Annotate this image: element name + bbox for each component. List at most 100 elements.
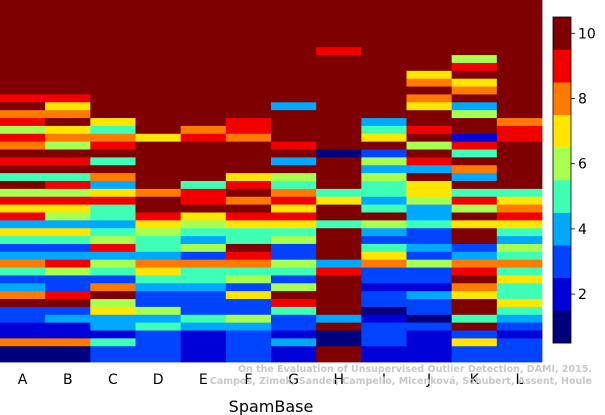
heat-cell	[90, 283, 136, 292]
heat-cell	[451, 62, 498, 72]
heat-cell	[180, 243, 227, 253]
heat-cell	[135, 196, 182, 206]
heat-cell	[406, 188, 453, 198]
heat-cell	[496, 125, 543, 135]
heat-cell	[180, 7, 227, 17]
heat-cell	[451, 118, 498, 127]
heat-cell	[45, 157, 91, 166]
heat-cell	[0, 220, 46, 229]
heat-cell	[496, 118, 543, 127]
heat-cell	[361, 299, 407, 308]
heat-cell	[406, 346, 453, 355]
column-K	[451, 0, 498, 363]
heat-cell	[0, 228, 46, 237]
heat-cell	[361, 267, 407, 276]
heat-cell	[496, 275, 543, 284]
heat-cell	[0, 70, 46, 80]
heat-cell	[90, 346, 136, 355]
heat-cell	[135, 251, 182, 261]
heat-cell	[90, 149, 136, 158]
heat-cell	[225, 118, 272, 127]
heat-cell	[316, 267, 362, 276]
heat-cell	[135, 322, 182, 331]
heat-cell	[90, 173, 136, 182]
heat-cell	[180, 78, 227, 87]
heat-cell	[0, 338, 46, 347]
heat-cell	[135, 70, 182, 80]
heat-cell	[90, 102, 136, 111]
heat-cell	[271, 275, 317, 284]
heat-cell	[180, 259, 227, 268]
heat-cell	[406, 173, 453, 182]
heat-cell	[406, 62, 453, 72]
heat-cell	[316, 47, 362, 56]
heat-cell	[135, 228, 182, 237]
heat-cell	[496, 7, 543, 17]
heat-cell	[316, 275, 362, 284]
heat-cell	[45, 204, 91, 213]
heat-cell	[271, 70, 317, 80]
heat-cell	[361, 283, 407, 292]
heat-cell	[180, 94, 227, 103]
heat-cell	[90, 133, 136, 143]
column-B	[45, 0, 91, 363]
heat-cell	[451, 291, 498, 300]
heat-cell	[451, 23, 498, 32]
heat-cell	[271, 259, 317, 268]
heat-cell	[316, 283, 362, 292]
heat-cell	[496, 322, 543, 331]
heat-cell	[0, 23, 46, 32]
heat-cell	[90, 118, 136, 127]
heat-cell	[225, 228, 272, 237]
heat-cell	[90, 15, 136, 25]
heat-cell	[361, 322, 407, 331]
heat-cell	[361, 314, 407, 324]
heat-cell	[451, 181, 498, 190]
heat-cell	[90, 31, 136, 40]
heat-cell	[406, 55, 453, 64]
heat-cell	[45, 7, 91, 17]
heat-cell	[135, 204, 182, 213]
heat-cell	[0, 346, 46, 355]
heat-cell	[316, 196, 362, 206]
heat-cell	[45, 118, 91, 127]
heat-cell	[45, 86, 91, 95]
heat-cell	[406, 141, 453, 150]
heat-cell	[90, 275, 136, 284]
colorbar-tick-label: 4	[578, 222, 587, 238]
heat-cell	[225, 220, 272, 229]
heat-cell	[0, 306, 46, 316]
heat-cell	[451, 0, 498, 9]
heat-cell	[316, 125, 362, 135]
heatmap-cells	[0, 0, 543, 363]
heat-cell	[496, 70, 543, 80]
heat-cell	[90, 314, 136, 324]
heat-cell	[406, 314, 453, 324]
heat-cell	[45, 299, 91, 308]
heat-cell	[271, 31, 317, 40]
x-tick-label: H	[333, 372, 344, 388]
heat-cell	[180, 236, 227, 245]
heat-cell	[90, 0, 136, 9]
heat-cell	[406, 110, 453, 119]
heat-cell	[406, 47, 453, 56]
heat-cell	[271, 157, 317, 166]
heat-cell	[361, 78, 407, 87]
heat-cell	[271, 291, 317, 300]
heat-cell	[180, 149, 227, 158]
heat-cell	[496, 149, 543, 158]
heat-cell	[180, 322, 227, 331]
heat-cell	[225, 110, 272, 119]
heat-cell	[90, 338, 136, 347]
heat-cell	[180, 267, 227, 276]
heat-cell	[90, 267, 136, 276]
heat-cell	[496, 78, 543, 87]
heat-cell	[451, 15, 498, 25]
heat-cell	[271, 78, 317, 87]
heat-cell	[496, 188, 543, 198]
heat-cell	[361, 275, 407, 284]
heat-cell	[316, 141, 362, 150]
heat-cell	[451, 236, 498, 245]
heat-cell	[316, 70, 362, 80]
heat-cell	[180, 275, 227, 284]
